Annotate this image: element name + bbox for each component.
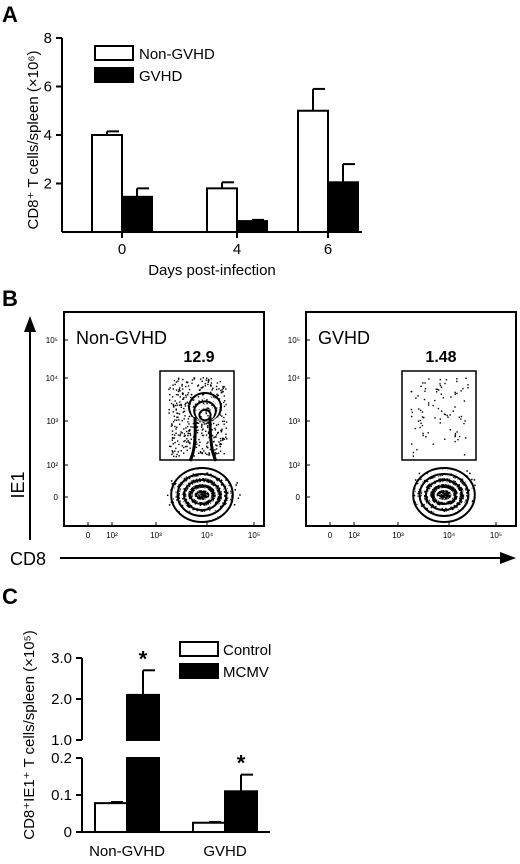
b-contour: [418, 473, 470, 517]
c-bar-0-0: [94, 802, 128, 834]
a-y-title: CD8⁺ T cells/spleen (×10⁶): [25, 50, 42, 229]
b-contour: [186, 482, 218, 508]
c-bar-0-1: [192, 821, 226, 833]
b-y-tick-label: 10⁴: [46, 374, 59, 383]
b-gate-value-0: 12.9: [183, 349, 214, 366]
b-contour: [173, 470, 231, 520]
b-cd8-arrow-head: [500, 552, 516, 564]
b-y-tick-label: 0: [296, 493, 301, 502]
b-y-tick-label: 10⁵: [46, 336, 58, 345]
c-y-tick-label: 0: [64, 824, 72, 841]
b-y-tick-label: 10⁵: [288, 336, 300, 345]
a-y-tick-label: 8: [44, 30, 52, 47]
a-legend-swatch: [94, 45, 134, 61]
c-legend-swatch: [179, 641, 219, 657]
b-contour: [412, 467, 476, 523]
panel-letter-a: A: [2, 2, 18, 27]
a-x-tick-label: 0: [118, 241, 126, 258]
panel-b-flow-plots: IE1 CD8 10⁵ 10⁴ 10³ 10² 0 0 10² 10³ 10⁴ 10⁵ Non-GVHD…: [8, 311, 517, 569]
b-gate-1: [401, 370, 477, 461]
b-gate-value-1: 1.48: [425, 349, 456, 366]
b-x-tick-label: 10³: [150, 531, 162, 540]
b-x-tick-label: 10²: [348, 531, 360, 540]
b-contour: [428, 482, 460, 508]
c-y-tick-label: 3.0: [51, 650, 72, 667]
b-y-tick-label: 10²: [288, 461, 300, 470]
b-plot-label-1: GVHD: [318, 328, 370, 348]
b-contour: [183, 479, 221, 511]
b-x-tick-label: 0: [328, 531, 333, 540]
a-legend-swatch: [94, 67, 134, 83]
b-plot-frame-1: [305, 311, 517, 527]
a-legend-label: Non-GVHD: [139, 46, 215, 63]
c-y-tick-label: 0.1: [51, 787, 72, 804]
b-gate-contour: [198, 408, 212, 422]
a-y-tick-label: 4: [44, 127, 52, 144]
b-x-tick-label: 10⁴: [201, 531, 214, 540]
b-gate-stream: [188, 416, 197, 462]
b-x-tick-label: 10²: [106, 531, 118, 540]
b-contour: [189, 485, 215, 505]
b-contour: [415, 470, 473, 520]
a-y-tick-label: 6: [44, 79, 52, 96]
b-y-tick-label: 10²: [46, 461, 58, 470]
c-y-tick-label: 0.2: [51, 750, 72, 767]
c-significance: *: [237, 751, 246, 776]
panel-letter-c: C: [2, 584, 18, 609]
a-x-tick-label: 4: [233, 241, 241, 258]
a-bar-1-1: [236, 220, 268, 233]
a-bar-0-0: [91, 134, 123, 233]
b-x-title: CD8: [10, 549, 46, 569]
c-bar-lower-1-0: [126, 757, 160, 833]
b-contour: [425, 479, 463, 511]
b-contour: [176, 473, 228, 517]
a-bar-0-2: [297, 109, 329, 233]
b-x-tick-label: 10⁵: [490, 531, 502, 540]
b-y-tick-label: 10³: [46, 417, 58, 426]
b-gate-0: [159, 370, 235, 461]
c-bar-1-0: [126, 693, 160, 742]
c-y-tick-label: 2.0: [51, 691, 72, 708]
c-y-title: CD8⁺IE1⁺ T cells/spleen (×10⁵): [21, 630, 38, 840]
a-bar-1-0: [121, 195, 153, 233]
panel-a-chart: 2 4 6 8 0 4 6 Non-GVHD GVHD Days post-infection CD…: [25, 30, 362, 279]
a-x-tick-label: 6: [324, 241, 332, 258]
panel-letter-b: B: [2, 286, 18, 311]
c-significance: *: [139, 646, 148, 671]
b-contour: [170, 467, 234, 523]
b-y-tick-label: 10⁴: [288, 374, 301, 383]
b-plot-frame-0: [63, 311, 265, 527]
c-legend-swatch: [179, 663, 219, 679]
b-x-tick-label: 10⁴: [443, 531, 456, 540]
a-y-tick-label: 2: [44, 176, 52, 193]
c-legend-label: MCMV: [223, 664, 269, 681]
b-y-tick-label: 0: [54, 493, 59, 502]
c-x-tick-label: GVHD: [203, 843, 247, 860]
b-gate-stream: [208, 416, 218, 462]
a-legend-label: GVHD: [139, 68, 183, 85]
b-ie1-arrow-head: [24, 316, 36, 332]
c-y-tick-label: 1.0: [51, 732, 72, 749]
b-contour: [192, 488, 212, 502]
b-x-tick-label: 0: [86, 531, 91, 540]
a-bar-1-2: [327, 181, 359, 234]
b-x-tick-label: 10³: [392, 531, 404, 540]
b-contour: [431, 485, 457, 505]
c-legend-label: Control: [223, 642, 271, 659]
b-contour: [179, 476, 225, 514]
b-y-title: IE1: [8, 471, 28, 498]
b-contour: [434, 488, 454, 502]
b-plot-label-0: Non-GVHD: [76, 328, 167, 348]
panel-c-chart: 0 0.1 0.21.0 2.0 3.0 * Non-GVHD * GVHD Control MCM…: [21, 630, 271, 860]
b-x-tick-label: 10⁵: [248, 531, 260, 540]
c-bar-1-1: [224, 790, 258, 833]
b-contour: [421, 476, 467, 514]
b-y-tick-label: 10³: [288, 417, 300, 426]
a-bar-0-1: [206, 187, 238, 234]
a-x-title: Days post-infection: [148, 262, 276, 279]
c-x-tick-label: Non-GVHD: [89, 843, 165, 860]
